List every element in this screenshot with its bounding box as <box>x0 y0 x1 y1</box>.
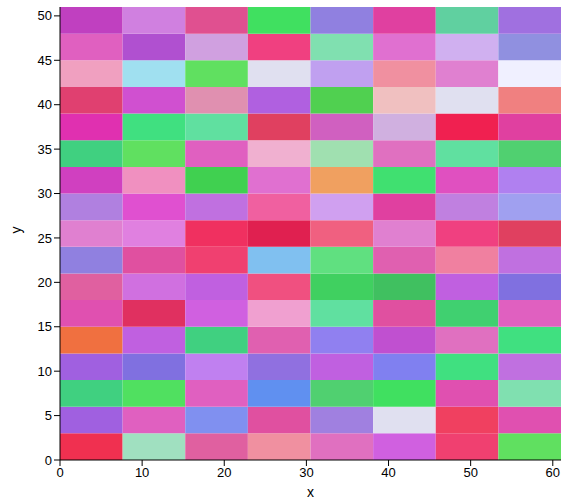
svg-text:40: 40 <box>38 97 52 112</box>
svg-text:45: 45 <box>38 53 52 68</box>
svg-text:35: 35 <box>38 142 52 157</box>
svg-text:25: 25 <box>38 231 52 246</box>
svg-text:30: 30 <box>38 186 52 201</box>
svg-text:x: x <box>307 484 314 500</box>
svg-text:20: 20 <box>38 275 52 290</box>
svg-text:10: 10 <box>135 465 149 480</box>
svg-text:10: 10 <box>38 364 52 379</box>
svg-text:30: 30 <box>299 465 313 480</box>
svg-text:50: 50 <box>463 465 477 480</box>
svg-text:5: 5 <box>45 408 52 423</box>
svg-text:0: 0 <box>45 453 52 468</box>
svg-text:40: 40 <box>381 465 395 480</box>
svg-text:50: 50 <box>38 8 52 23</box>
svg-text:20: 20 <box>217 465 231 480</box>
svg-text:y: y <box>8 227 24 234</box>
svg-text:60: 60 <box>546 465 560 480</box>
svg-text:15: 15 <box>38 319 52 334</box>
svg-text:0: 0 <box>56 465 63 480</box>
